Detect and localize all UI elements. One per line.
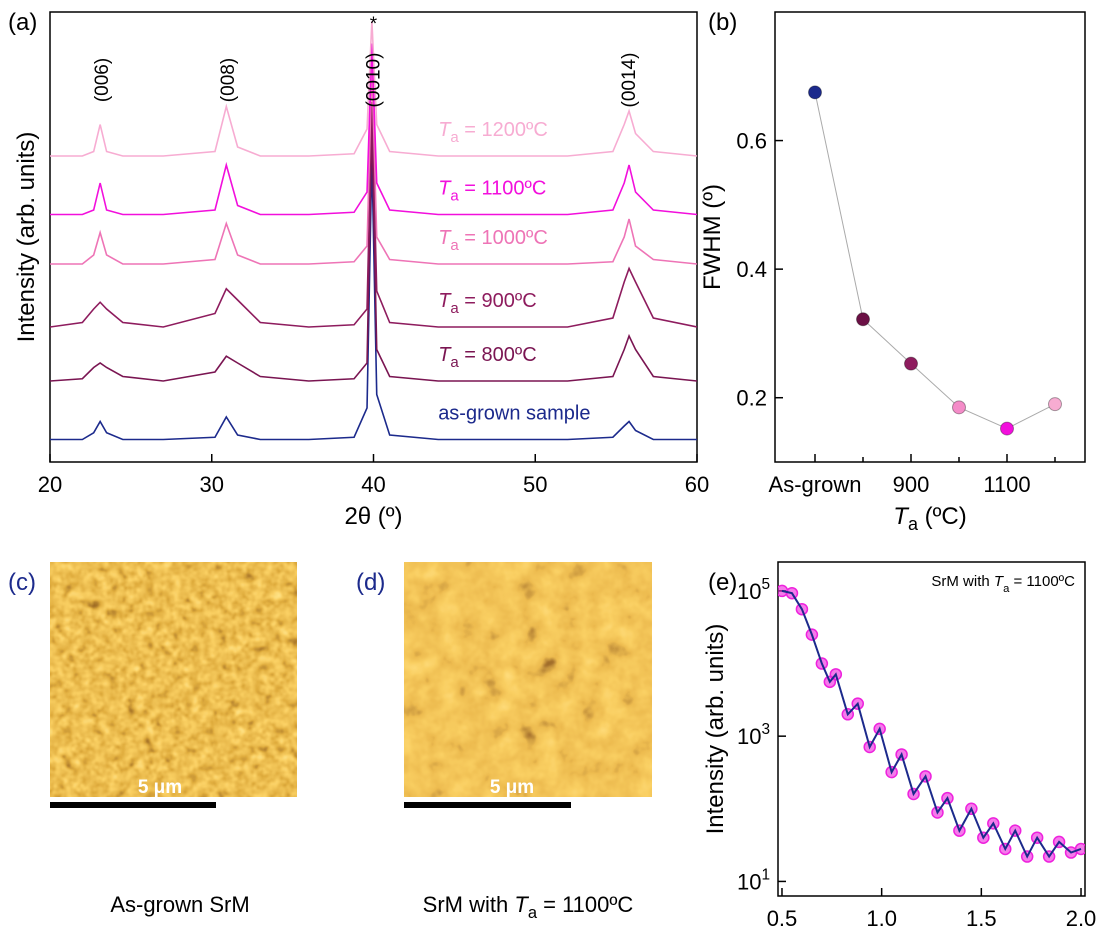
peak-marker: * bbox=[370, 14, 378, 35]
chart: 20 30 40 50 60 2θ (º) Intensity (arb. units) as… bbox=[13, 11, 709, 530]
x-tick-label: 1.0 bbox=[866, 906, 897, 931]
y-tick-label: 0.2 bbox=[736, 386, 767, 411]
panel-label: (e) bbox=[708, 569, 737, 596]
series-label: Ta = 1000ºC bbox=[438, 227, 548, 254]
xrd-trace bbox=[50, 155, 697, 441]
panel-label: (d) bbox=[356, 569, 385, 596]
series-label: Ta = 1200ºC bbox=[438, 119, 548, 146]
image-caption: As-grown SrM bbox=[110, 892, 249, 917]
xrd-trace bbox=[50, 124, 697, 382]
series-label: Ta = 800ºC bbox=[438, 344, 536, 371]
point bbox=[1000, 421, 1014, 436]
xrd-trace bbox=[50, 65, 697, 265]
plot-area bbox=[50, 20, 697, 441]
image-caption: SrM with Ta = 1100ºC bbox=[423, 892, 634, 922]
xrd-trace bbox=[50, 43, 697, 216]
afm-image bbox=[50, 562, 297, 797]
y-axis-title: Intensity (arb. units) bbox=[13, 132, 40, 343]
point bbox=[808, 85, 822, 100]
x-tick-label: 40 bbox=[361, 472, 385, 497]
x-tick-label: 20 bbox=[38, 472, 62, 497]
x-tick-label: 900 bbox=[893, 472, 930, 497]
scale-bar-label: 5 μm bbox=[490, 777, 534, 798]
xrd-trace bbox=[50, 101, 697, 328]
x-tick-label: 0.5 bbox=[767, 906, 798, 931]
peak-label: (0014) bbox=[619, 53, 640, 108]
plot-area bbox=[808, 85, 1062, 436]
x-tick-label: 1100 bbox=[983, 472, 1030, 497]
y-tick-label: 0.4 bbox=[736, 257, 767, 282]
y-axis-title: FWHM (º) bbox=[699, 184, 726, 290]
peak-label: (006) bbox=[92, 58, 113, 102]
connector bbox=[814, 92, 1056, 430]
fit-line bbox=[781, 589, 1082, 859]
xrd-trace bbox=[50, 20, 697, 157]
series-label: Ta = 900ºC bbox=[438, 290, 536, 317]
x-tick-label: 1.5 bbox=[966, 906, 997, 931]
y-tick-label: 105 bbox=[737, 576, 770, 604]
chart: As-grown 900 1100 0.2 0.4 0.6 Ta (ºC) FWHM (º) bbox=[699, 11, 1086, 534]
y-tick-label: 103 bbox=[737, 721, 770, 749]
scale-bar-label: 5 μm bbox=[138, 777, 182, 798]
plot-area bbox=[778, 584, 1085, 863]
y-tick-label: 101 bbox=[737, 866, 770, 894]
plot-frame bbox=[774, 11, 1086, 463]
afm-image bbox=[404, 562, 652, 797]
series-label: Ta = 1100ºC bbox=[438, 178, 546, 205]
point bbox=[904, 356, 918, 371]
plot-frame bbox=[777, 561, 1086, 897]
annotation: SrM with Ta = 1100ºC bbox=[931, 573, 1075, 595]
x-tick-label: 30 bbox=[200, 472, 224, 497]
x-tick-label: As-grown bbox=[769, 472, 862, 497]
y-tick-label: 0.6 bbox=[736, 129, 767, 154]
series-label: as-grown sample bbox=[438, 403, 590, 425]
y-axis-title: Intensity (arb. units) bbox=[702, 624, 729, 835]
point bbox=[952, 400, 966, 415]
x-axis-title: 2θ (º) bbox=[344, 503, 402, 530]
x-tick-label: 50 bbox=[523, 472, 547, 497]
peak-label: (0010) bbox=[364, 53, 385, 108]
x-tick-label: 60 bbox=[685, 472, 709, 497]
panel-label: (c) bbox=[8, 569, 36, 596]
x-tick-label: 2.0 bbox=[1066, 906, 1097, 931]
point bbox=[856, 312, 870, 327]
chart: 0.51.01.52.01011031052θ (º)Intensity (ar… bbox=[702, 561, 1097, 943]
peak-label: (008) bbox=[218, 58, 239, 102]
point bbox=[1048, 397, 1062, 412]
panel-label: (b) bbox=[708, 9, 737, 36]
x-axis-title: Ta (ºC) bbox=[893, 503, 966, 534]
panel-label: (a) bbox=[8, 9, 37, 36]
